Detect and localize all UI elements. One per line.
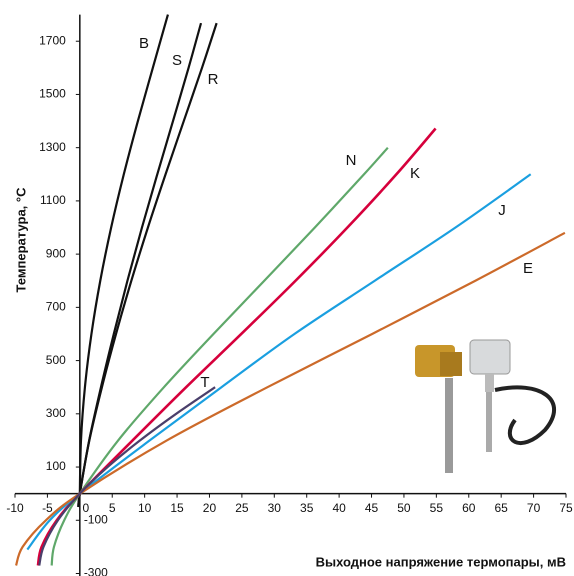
y-tick-label: 1700 xyxy=(39,33,66,47)
x-tick-label: 25 xyxy=(235,501,249,515)
y-tick-label: 1300 xyxy=(39,140,66,154)
x-tick-label: 75 xyxy=(559,501,573,515)
x-tick-label: 65 xyxy=(494,501,508,515)
x-tick-label: 70 xyxy=(527,501,541,515)
x-axis-title: Выходное напряжение термопары, мВ xyxy=(316,554,566,569)
x-tick-label: 5 xyxy=(109,501,116,515)
x-tick-label: 45 xyxy=(365,501,379,515)
series-label: B xyxy=(139,35,149,52)
y-tick-label: 700 xyxy=(46,300,66,314)
series-label: N xyxy=(346,152,357,169)
y-tick-label: 1100 xyxy=(40,193,66,207)
x-tick-label: -10 xyxy=(6,501,24,515)
series-label: R xyxy=(208,71,219,88)
y-tick-label: 300 xyxy=(46,406,66,420)
x-tick-label: 10 xyxy=(138,501,152,515)
x-tick-label: 55 xyxy=(430,501,444,515)
y-tick-label: 900 xyxy=(46,246,66,260)
chart: -10-5051015202530354045505560657075-300-… xyxy=(0,0,574,576)
series-label: T xyxy=(200,374,209,391)
x-tick-label: -5 xyxy=(42,501,53,515)
y-tick-label: 100 xyxy=(46,459,66,473)
x-tick-label: 40 xyxy=(332,501,346,515)
y-axis-title: Температура, °C xyxy=(13,187,28,293)
x-tick-label: 35 xyxy=(300,501,314,515)
y-tick-label: -300 xyxy=(84,566,108,576)
y-tick-label: 500 xyxy=(46,353,66,367)
y-tick-label: -100 xyxy=(84,512,108,526)
series-label: S xyxy=(172,52,182,69)
series-label: K xyxy=(410,165,420,182)
x-tick-label: 60 xyxy=(462,501,476,515)
x-tick-label: 20 xyxy=(203,501,217,515)
series-label: J xyxy=(498,202,506,219)
thermocouple-photo xyxy=(415,340,554,473)
y-tick-label: 1500 xyxy=(39,87,66,101)
series-label: E xyxy=(523,260,533,277)
x-tick-label: 30 xyxy=(268,501,282,515)
x-tick-label: 50 xyxy=(397,501,411,515)
x-tick-label: 15 xyxy=(170,501,184,515)
